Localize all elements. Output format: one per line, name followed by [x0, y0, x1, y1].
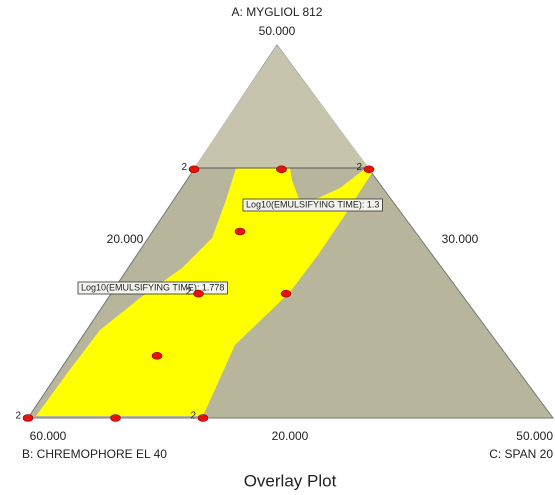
design-point [111, 415, 121, 422]
axis-name: B: CHREMOPHORE EL 40 [22, 447, 167, 461]
upper-region [194, 45, 369, 168]
tick-label: 50.000 [259, 24, 296, 38]
design-point [23, 415, 33, 422]
replicate-label: 2 [190, 411, 196, 422]
design-point [152, 352, 162, 359]
design-point [235, 228, 245, 235]
tick-label: 20.000 [272, 429, 309, 443]
flag-label: Log10(EMULSIFYING TIME): 1.3 [246, 199, 379, 209]
chart: Overlay Plot A: MYGLIOL 812 B: CHREMOPHO… [0, 0, 555, 495]
design-point [281, 290, 291, 297]
design-point [277, 166, 287, 173]
page: {"chart_data": { "type": "ternary", "tit… [0, 0, 555, 495]
tick-label: 60.000 [30, 429, 67, 443]
replicate-label: 2 [15, 411, 21, 422]
design-point [364, 166, 374, 173]
chart-title: Overlay Plot [244, 471, 337, 490]
axis-name: A: MYGLIOL 812 [232, 5, 323, 19]
flag-label: Log10(EMULSIFYING TIME): 1.778 [81, 282, 224, 292]
design-point [189, 166, 199, 173]
replicate-label: 2 [186, 286, 192, 297]
replicate-label: 2 [356, 162, 362, 173]
tick-label: 50.000 [516, 429, 553, 443]
replicate-label: 2 [181, 162, 187, 173]
tick-label: 20.000 [107, 232, 144, 246]
axis-name: C: SPAN 20 [489, 447, 553, 461]
design-point [198, 415, 208, 422]
tick-label: 30.000 [442, 232, 479, 246]
design-point [194, 290, 204, 297]
